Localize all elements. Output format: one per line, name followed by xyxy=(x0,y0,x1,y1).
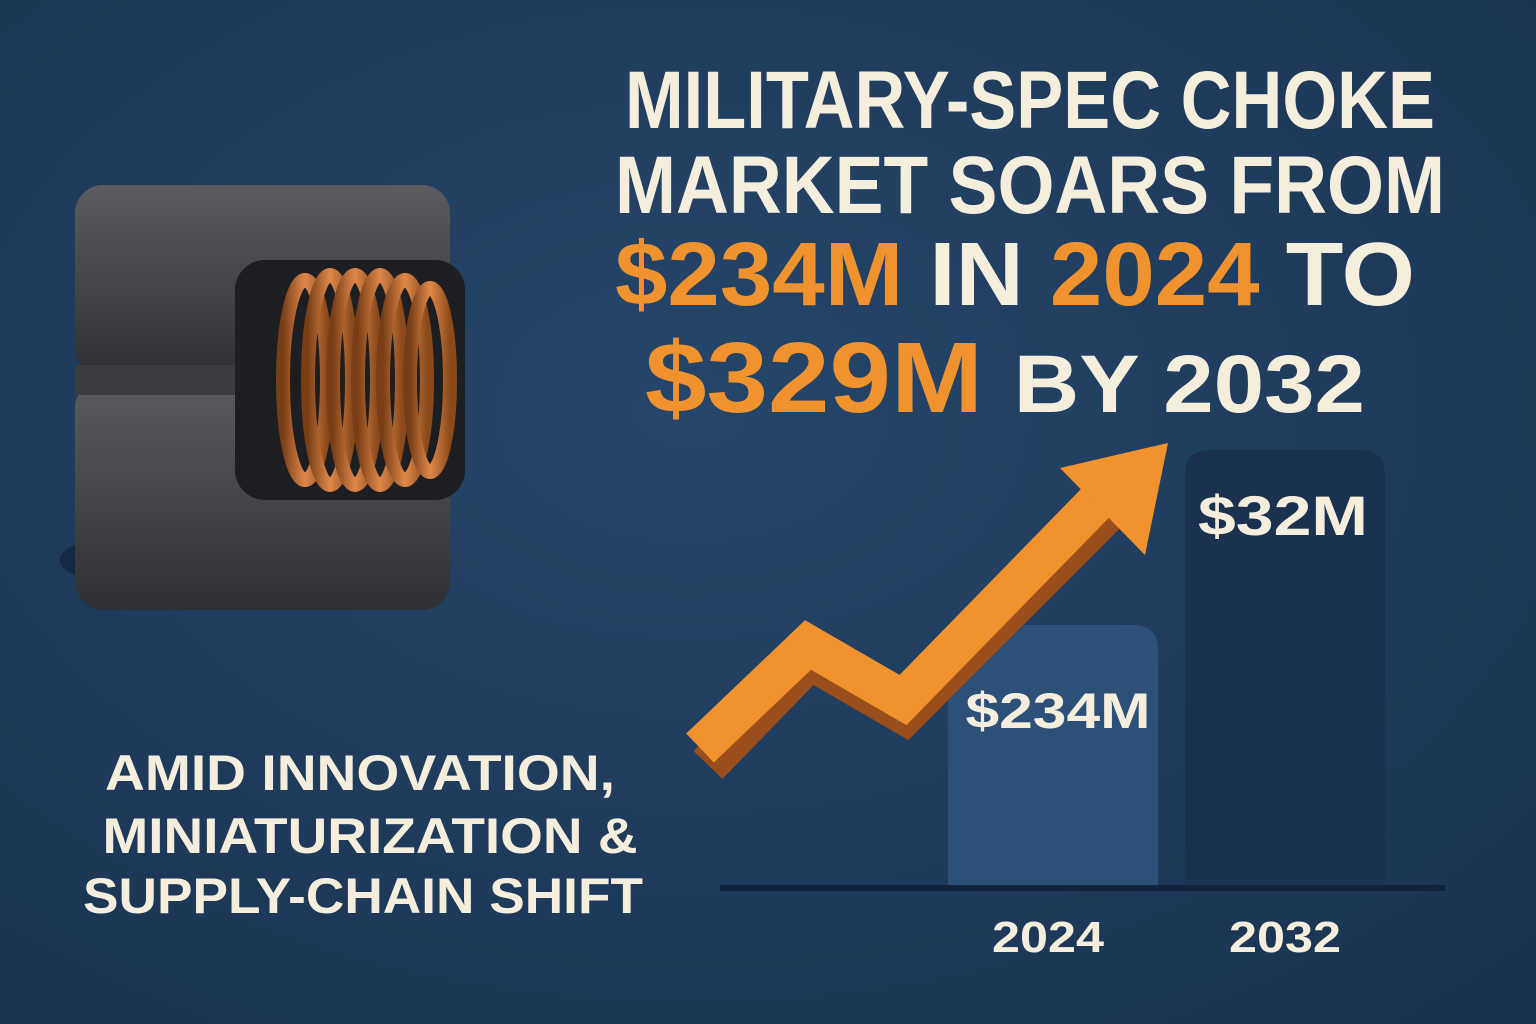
headline-line: MILITARY-SPEC CHOKE xyxy=(625,55,1435,146)
year-label: 2032 xyxy=(1229,913,1341,962)
subtitle-line: SUPPLY-CHAIN SHIFT xyxy=(83,868,643,924)
subtitle-line: AMID INNOVATION, xyxy=(105,745,615,801)
headline-part: $329M xyxy=(645,322,983,434)
headline-part: TO xyxy=(1286,225,1415,325)
subtitle-line: MINIATURIZATION & xyxy=(103,808,638,864)
headline-part: MILITARY-SPEC CHOKE xyxy=(625,55,1435,146)
headline-part: BY 2032 xyxy=(1014,339,1365,430)
bar xyxy=(948,625,1158,888)
bar xyxy=(1185,450,1385,888)
headline-part: IN xyxy=(929,225,1023,325)
headline-line: MARKET SOARS FROM xyxy=(615,140,1445,231)
growth-arrow xyxy=(686,443,1168,779)
headline-part: $234M xyxy=(615,225,903,325)
headline: MILITARY-SPEC CHOKE MARKET SOARS FROM $2… xyxy=(615,55,1445,434)
headline-part: 2024 xyxy=(1050,225,1260,325)
inductor-illustration xyxy=(60,185,465,610)
headline-line: $234M IN 2024 TO xyxy=(615,225,1415,325)
headline-line: $329M BY 2032 xyxy=(645,322,1365,434)
baseline xyxy=(720,885,1445,891)
year-label: 2024 xyxy=(992,913,1105,962)
bar-graphic: $234M $32M 2024 2032 xyxy=(686,443,1445,962)
bar-label: $234M xyxy=(966,683,1151,739)
subtitle: AMID INNOVATION, MINIATURIZATION & SUPPL… xyxy=(83,745,643,924)
headline-part: MARKET SOARS FROM xyxy=(615,140,1445,231)
bar-label: $32M xyxy=(1198,484,1368,547)
